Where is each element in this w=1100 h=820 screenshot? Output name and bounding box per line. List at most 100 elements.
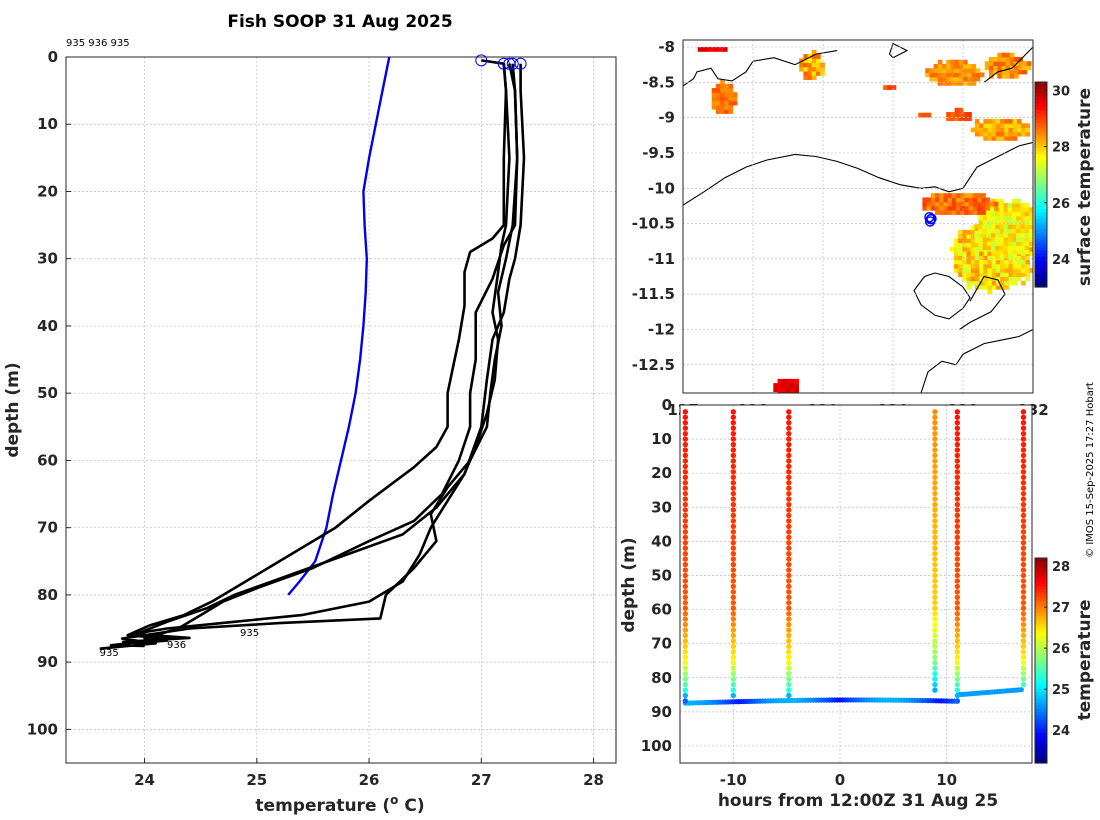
sst-pixel bbox=[1007, 249, 1013, 255]
sst-pixel bbox=[983, 123, 988, 129]
sst-pixel bbox=[1000, 123, 1005, 129]
map-y-tick-label: -11.5 bbox=[632, 285, 675, 303]
sst-pixel bbox=[1000, 280, 1005, 286]
sst-pixel bbox=[728, 109, 734, 114]
sst-pixel bbox=[974, 119, 980, 124]
coastline bbox=[683, 141, 1033, 206]
sst-pixel bbox=[963, 116, 968, 121]
profile-start-marker bbox=[506, 57, 519, 70]
cast-sample-point bbox=[786, 485, 792, 491]
sst-pixel bbox=[991, 211, 996, 217]
cast-sample-point bbox=[1020, 441, 1027, 448]
sst-pixel bbox=[933, 64, 939, 69]
map-colorbar-segment bbox=[1035, 242, 1047, 247]
sst-pixel bbox=[1008, 272, 1014, 278]
sst-pixel bbox=[958, 107, 964, 113]
sst-pixel bbox=[962, 263, 967, 269]
sst-pixel bbox=[1018, 61, 1023, 66]
sst-pixel bbox=[964, 205, 970, 211]
cast-sample-point bbox=[682, 425, 689, 431]
cast-sample-point bbox=[932, 540, 938, 546]
sst-pixel bbox=[724, 92, 729, 97]
map-colorbar-segment bbox=[1035, 259, 1047, 264]
sst-pixel bbox=[1016, 259, 1022, 265]
sst-pixel bbox=[1014, 69, 1019, 75]
section-y-tick-label: 50 bbox=[651, 566, 672, 584]
cast-sample-point bbox=[932, 638, 938, 644]
sst-pixel bbox=[1012, 232, 1017, 238]
cast-sample-point bbox=[786, 441, 792, 448]
cast-sample-point bbox=[1020, 507, 1027, 513]
cast-sample-point bbox=[932, 654, 938, 661]
sst-pixel bbox=[807, 75, 813, 81]
sst-pixel bbox=[953, 246, 959, 252]
section-colorbar-segment bbox=[1035, 619, 1047, 624]
sst-pixel bbox=[983, 127, 988, 133]
cast-sample-point bbox=[1020, 610, 1027, 617]
sst-pixel bbox=[984, 61, 990, 66]
sst-pixel bbox=[1016, 123, 1022, 129]
sst-pixel bbox=[1020, 203, 1026, 208]
section-colorbar-segment bbox=[1035, 616, 1047, 621]
cast-sample-point bbox=[1020, 447, 1027, 453]
sst-pixel bbox=[954, 107, 960, 113]
sst-pixel bbox=[816, 66, 821, 72]
cast-sample-point bbox=[954, 670, 961, 677]
profile-x-tick-label: 27 bbox=[471, 771, 492, 789]
sst-pixel bbox=[720, 88, 725, 93]
sst-pixel bbox=[1016, 232, 1021, 238]
sst-pixel bbox=[1012, 276, 1018, 282]
sst-pixel bbox=[970, 251, 976, 256]
sst-pixel bbox=[999, 241, 1005, 246]
cast-sample-point bbox=[932, 621, 938, 628]
sst-pixel bbox=[1007, 253, 1013, 259]
cast-sample-point bbox=[932, 676, 938, 682]
cast-sample-point bbox=[1020, 425, 1027, 431]
sst-pixel bbox=[935, 197, 940, 203]
sst-pixel bbox=[1007, 215, 1013, 221]
sst-pixel bbox=[989, 201, 995, 207]
sst-pixel bbox=[956, 210, 961, 215]
sst-pixel bbox=[953, 238, 959, 244]
cast-sample-point bbox=[786, 616, 792, 622]
map-colorbar-segment bbox=[1035, 252, 1047, 257]
map-colorbar-segment bbox=[1035, 249, 1047, 254]
sst-pixel bbox=[962, 272, 967, 278]
cast-sample-point bbox=[932, 480, 938, 486]
section-colorbar-segment bbox=[1035, 698, 1047, 703]
cast-sample-point bbox=[954, 561, 961, 568]
sst-pixel bbox=[956, 197, 961, 203]
cast-sample-point bbox=[932, 441, 938, 448]
section-colorbar-segment bbox=[1035, 646, 1047, 651]
sst-pixel bbox=[1012, 245, 1017, 251]
sst-pixel bbox=[997, 56, 1002, 62]
sst-pixel bbox=[972, 205, 978, 211]
sst-pixel bbox=[1000, 268, 1005, 273]
map-colorbar-segment bbox=[1035, 129, 1047, 134]
cast-sample-point bbox=[932, 665, 938, 671]
sst-pixel bbox=[1012, 268, 1018, 273]
cast-sample-point bbox=[1020, 632, 1027, 639]
section-colorbar-segment bbox=[1035, 694, 1047, 699]
sst-pixel bbox=[720, 92, 725, 97]
section-colorbar-segment bbox=[1035, 609, 1047, 614]
sst-pixel bbox=[1016, 236, 1021, 242]
map-y-tick-label: -10.5 bbox=[632, 215, 675, 233]
map-colorbar-segment bbox=[1035, 276, 1047, 281]
sst-pixel bbox=[981, 210, 986, 215]
sst-pixel bbox=[958, 263, 963, 269]
sst-pixel bbox=[967, 72, 972, 78]
cast-sample-point bbox=[682, 698, 689, 704]
cast-sample-point bbox=[1020, 420, 1027, 426]
profile-line-profile-3 bbox=[109, 63, 526, 648]
sst-pixel bbox=[958, 272, 963, 278]
sst-pixel bbox=[979, 72, 985, 78]
cast-sample-point bbox=[954, 458, 961, 464]
sst-pixel bbox=[974, 229, 980, 235]
sst-pixel bbox=[979, 259, 984, 265]
section-colorbar-segment bbox=[1035, 633, 1047, 638]
sst-pixel bbox=[958, 64, 964, 69]
sst-pixel bbox=[947, 210, 953, 215]
sst-pixel bbox=[1028, 211, 1033, 217]
sst-pixel bbox=[974, 224, 979, 230]
